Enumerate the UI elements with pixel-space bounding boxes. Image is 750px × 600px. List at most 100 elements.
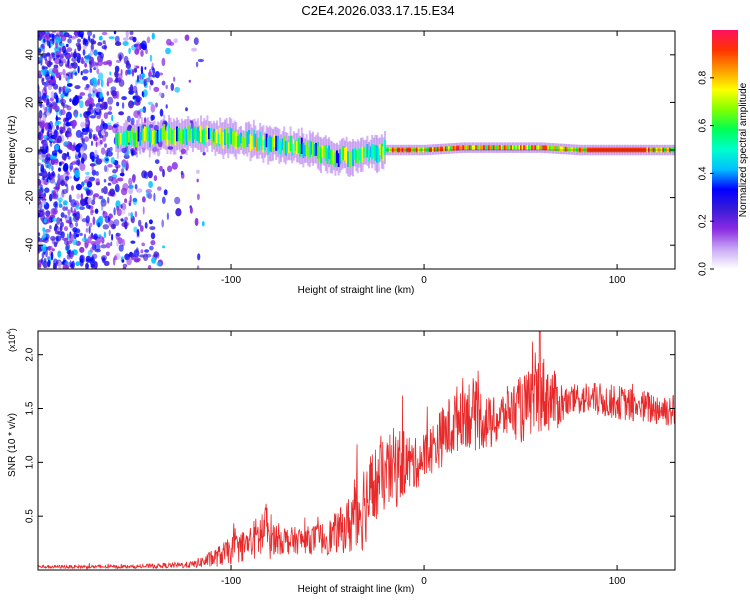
heatmap-cell (124, 220, 128, 230)
heatmap-cell (307, 146, 310, 159)
heatmap-cell (571, 147, 574, 152)
heatmap-cell (184, 127, 186, 140)
heatmap-cell (489, 145, 492, 150)
heatmap-cell (60, 54, 64, 59)
heatmap-cell (124, 216, 128, 221)
heatmap-cell (38, 212, 41, 218)
heatmap-cell (104, 215, 111, 224)
heatmap-cell (152, 130, 154, 145)
heatmap-cell (300, 137, 303, 154)
heatmap-cell (473, 145, 476, 150)
heatmap-cell (515, 145, 518, 150)
heatmap-cell (54, 144, 60, 151)
heatmap-cell (97, 51, 102, 56)
heatmap-cell (74, 85, 81, 90)
heatmap-cell (66, 76, 70, 85)
heatmap-cell (197, 253, 201, 261)
heatmap-cell (121, 202, 127, 211)
heatmap-cell (122, 266, 127, 269)
heatmap-cell (526, 145, 529, 150)
heatmap-cell (49, 97, 55, 102)
heatmap-cell (60, 180, 66, 187)
heatmap-cell (377, 147, 380, 163)
heatmap-cell (129, 194, 132, 203)
heatmap-cell (139, 254, 146, 258)
heatmap-cell (364, 146, 367, 158)
heatmap-cell (101, 256, 106, 262)
heatmap-cell (113, 255, 118, 261)
heatmap-cell (107, 147, 111, 153)
heatmap-cell (48, 61, 53, 66)
y-tick-label: 1.0 (25, 455, 36, 469)
heatmap-cell (132, 174, 136, 183)
heatmap-cell (66, 127, 72, 134)
heatmap-cell (64, 183, 68, 187)
heatmap-cell (323, 144, 326, 158)
heatmap-cell (59, 129, 64, 134)
heatmap-cell (289, 135, 292, 152)
heatmap-cell (180, 148, 187, 155)
heatmap-cell (116, 131, 119, 149)
heatmap-cell (369, 146, 372, 158)
colorbar-tick-label: 0.6 (698, 118, 709, 132)
heatmap-cell (131, 128, 134, 140)
heatmap-cell (85, 227, 89, 233)
heatmap-cell (81, 181, 85, 188)
heatmap-cell (167, 165, 173, 173)
heatmap-cell (191, 47, 198, 52)
heatmap-cell (496, 145, 498, 150)
heatmap-cell (95, 141, 98, 147)
heatmap-cell (120, 68, 123, 76)
heatmap-cell (524, 145, 527, 150)
heatmap-cell (53, 159, 59, 165)
heatmap-cell (78, 31, 84, 38)
heatmap-cell (108, 229, 111, 236)
heatmap-cell (139, 78, 145, 85)
heatmap-cell (124, 130, 127, 148)
heatmap-cell (118, 79, 125, 87)
heatmap-cell (200, 125, 202, 143)
heatmap-cell (203, 128, 206, 146)
heatmap-cell (103, 178, 107, 183)
heatmap-cell (459, 145, 462, 151)
heatmap-cell (243, 137, 246, 149)
heatmap-cell (531, 145, 534, 150)
heatmap-cell (65, 43, 69, 48)
heatmap-cell (40, 71, 46, 76)
heatmap-cell (79, 113, 82, 118)
spectrogram-panel: -100 0 100 -40 -20 0 20 40 Height of straight … (7, 30, 676, 296)
heatmap-cell (136, 188, 143, 193)
heatmap-cell (492, 145, 495, 150)
heatmap-cell (162, 245, 166, 249)
heatmap-cell (66, 133, 69, 140)
heatmap-cell (89, 234, 94, 240)
heatmap-cell (120, 168, 125, 174)
heatmap-cell (75, 222, 79, 227)
heatmap-cell (64, 117, 70, 123)
heatmap-cell (68, 194, 72, 203)
heatmap-cell (296, 141, 298, 155)
heatmap-cell (89, 222, 93, 228)
heatmap-cell (529, 145, 532, 150)
heatmap-cell (160, 128, 162, 142)
heatmap-cell (69, 98, 72, 103)
heatmap-cell (81, 138, 85, 144)
heatmap-cell (174, 130, 177, 146)
colorbar: 0.0 0.2 0.4 0.6 0.8 Normalized spectral ampl… (698, 30, 749, 276)
heatmap-cell (194, 217, 199, 227)
heatmap-cell (126, 258, 132, 266)
heatmap-cell (462, 145, 465, 150)
heatmap-cell (143, 117, 147, 123)
heatmap-cell (432, 147, 434, 152)
heatmap-cell (62, 104, 69, 108)
heatmap-cell (206, 125, 209, 143)
colorbar-tick-label: 0.2 (698, 214, 709, 228)
heatmap-cell (140, 42, 145, 49)
x-tick-label: -100 (221, 576, 241, 587)
heatmap-cell (132, 132, 135, 146)
heatmap-cell (139, 225, 144, 232)
heatmap-cell (71, 185, 74, 191)
heatmap-cell (99, 140, 103, 145)
snr-y-ticks: 0.5 1.0 1.5 2.0 (25, 347, 675, 523)
heatmap-cell (110, 157, 116, 164)
